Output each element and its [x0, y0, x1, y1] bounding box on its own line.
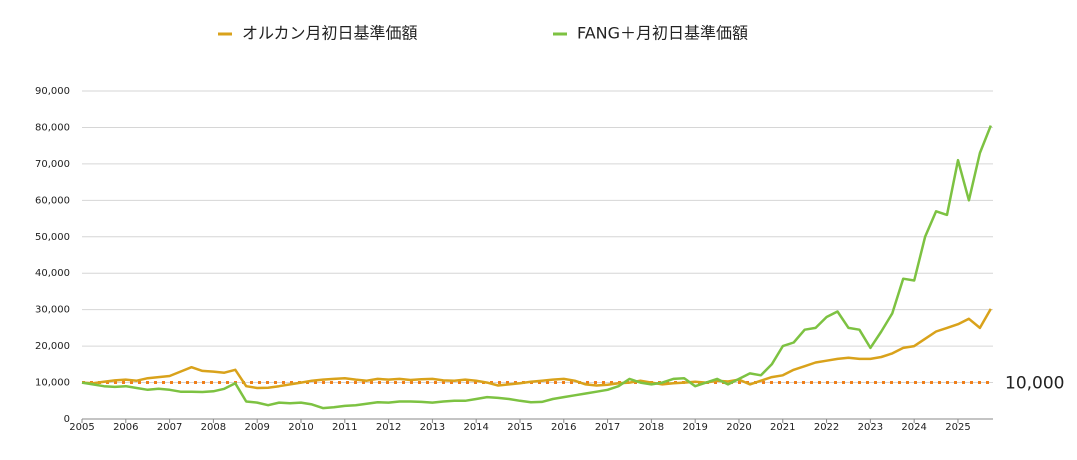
- x-tick-label: 2005: [69, 422, 94, 433]
- y-tick-label: 60,000: [35, 195, 70, 206]
- legend-label: オルカン月初日基準価額: [242, 24, 418, 43]
- y-tick-label: 70,000: [35, 159, 70, 170]
- y-tick-label: 40,000: [35, 268, 70, 279]
- x-tick-label: 2024: [901, 422, 926, 433]
- y-tick-label: 90,000: [35, 86, 70, 97]
- series-line: [81, 308, 992, 390]
- x-tick-label: 2018: [639, 422, 664, 433]
- series-line: [81, 125, 992, 410]
- y-tick-label: 0: [64, 414, 70, 425]
- x-tick-label: 2015: [507, 422, 532, 433]
- x-tick-label: 2023: [858, 422, 883, 433]
- x-tick-label: 2012: [376, 422, 401, 433]
- x-tick-label: 2025: [945, 422, 970, 433]
- x-tick-label: 2019: [682, 422, 707, 433]
- x-tick-label: 2016: [551, 422, 576, 433]
- x-tick-label: 2006: [113, 422, 138, 433]
- x-tick-label: 2013: [420, 422, 445, 433]
- legend-label: FANG＋月初日基準価額: [577, 24, 748, 43]
- x-tick-label: 2022: [814, 422, 839, 433]
- x-tick-label: 2011: [332, 422, 357, 433]
- y-tick-label: 80,000: [35, 122, 70, 133]
- reference-label: 10,000: [1005, 374, 1064, 394]
- y-tick-label: 30,000: [35, 305, 70, 316]
- x-tick-label: 2010: [288, 422, 313, 433]
- x-tick-label: 2021: [770, 422, 795, 433]
- x-tick-label: 2017: [595, 422, 620, 433]
- x-tick-label: 2014: [463, 422, 488, 433]
- x-tick-label: 2007: [157, 422, 182, 433]
- x-tick-label: 2020: [726, 422, 751, 433]
- y-tick-label: 50,000: [35, 232, 70, 243]
- y-tick-label: 10,000: [35, 378, 70, 389]
- x-tick-label: 2008: [201, 422, 226, 433]
- x-tick-label: 2009: [244, 422, 269, 433]
- y-tick-label: 20,000: [35, 341, 70, 352]
